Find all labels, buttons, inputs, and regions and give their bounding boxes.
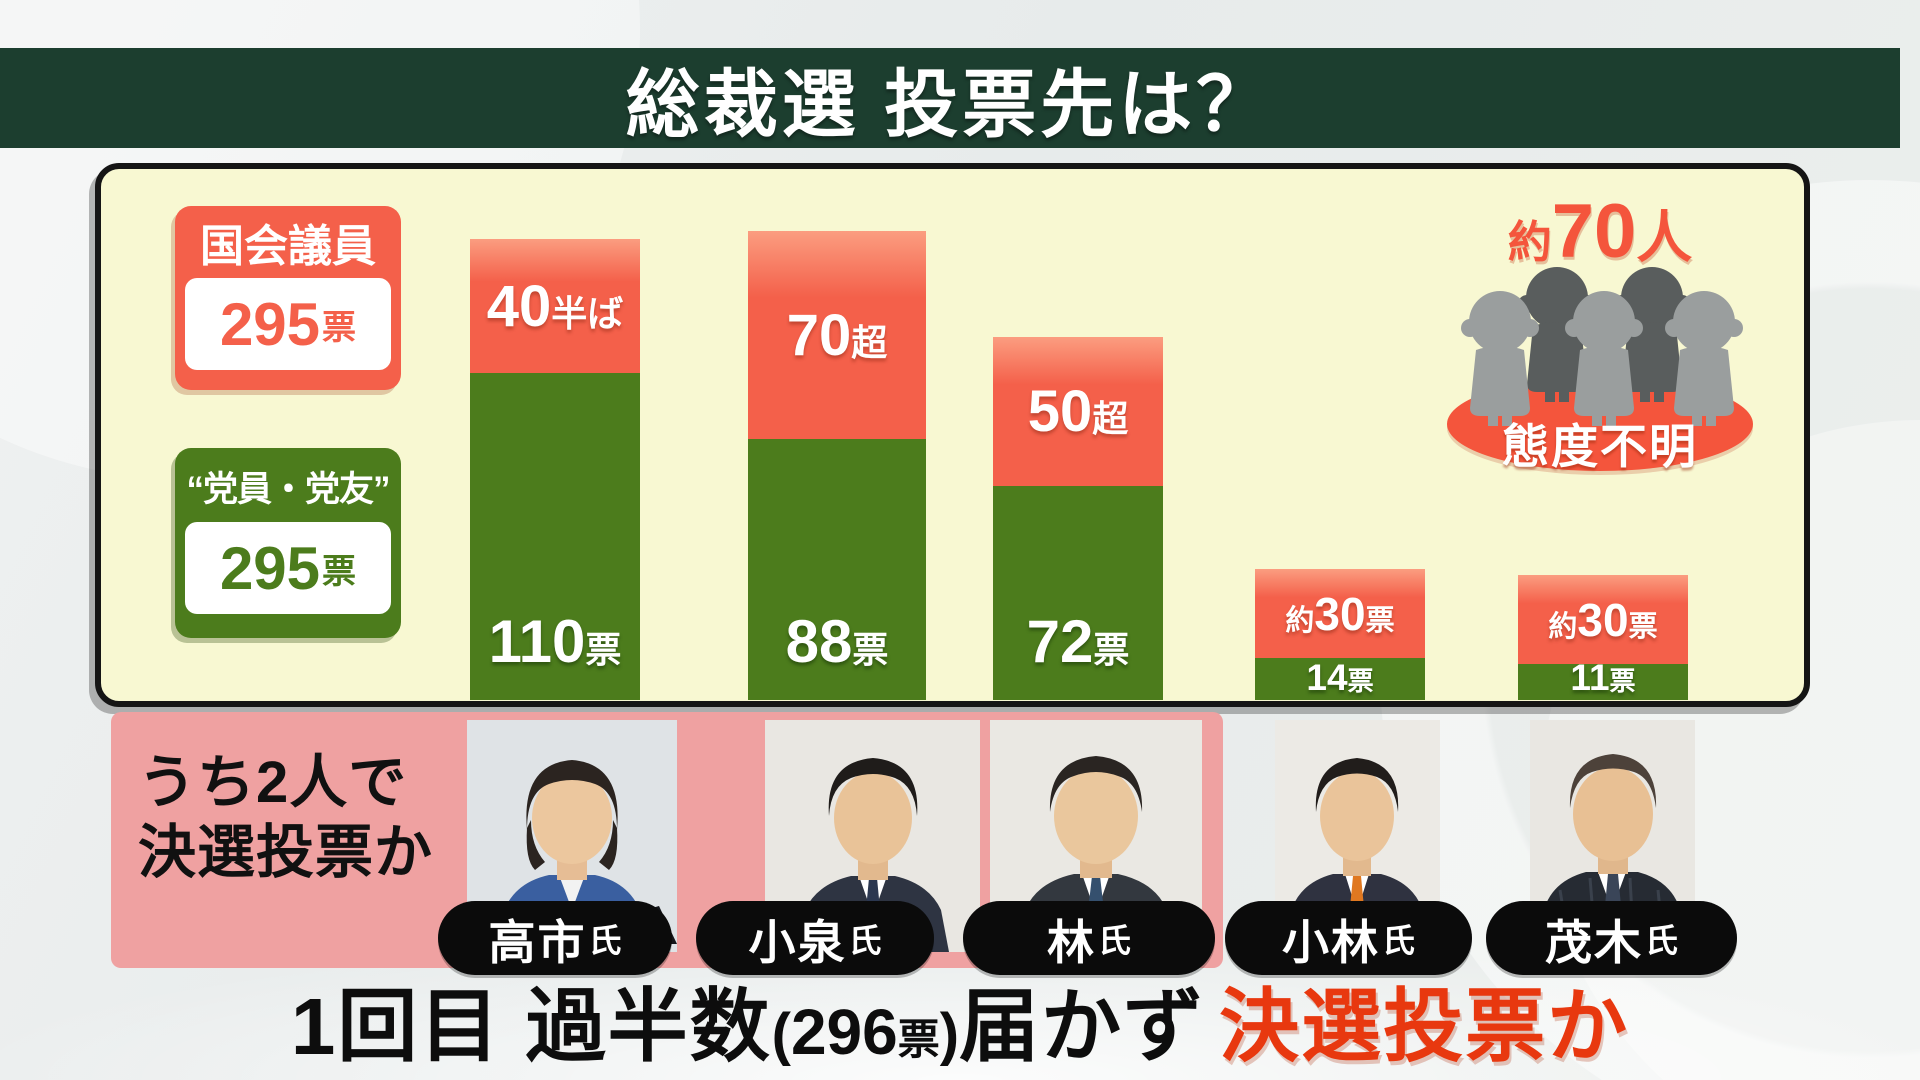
legend-party-votes-unit: 票 [322,552,357,591]
headline-lead: 1回目 過半数 [290,982,772,1071]
bar-party-label: 11票 [1570,657,1636,698]
name-tag-hayashi: 林氏 [963,901,1215,975]
headline-paren-close: ) [939,1002,960,1067]
bar-party-segment: 88票 [748,439,926,700]
headline-paren-open: ( [771,1002,791,1067]
page-title: 総裁選 投票先は？ [625,62,1275,146]
headline: 1回目 過半数(296票)届かず 決選投票か [0,962,1920,1078]
headline-accent: 決選投票か [1219,982,1630,1071]
bar-party-segment: 72票 [993,486,1163,700]
name-tag-motegi-honorific: 氏 [1645,922,1678,959]
name-tag-takaichi: 高市氏 [438,901,672,975]
undecided-count-number: 70 [1551,189,1637,274]
runoff-note-line2: 決選投票か [138,820,434,885]
bar-party-segment: 110票 [470,373,640,700]
undecided-count-suffix: 人 [1636,206,1693,269]
bar-diet-label: 70超 [786,302,888,368]
bar-candidate-3: 50超 72票 [993,337,1163,700]
legend-diet-votes-number: 295 [219,290,321,358]
bar-diet-segment: 40半ば [470,239,640,373]
bar-party-label: 14票 [1306,657,1374,698]
name-tag-takaichi-honorific: 氏 [588,922,622,959]
name-tag-motegi: 茂木氏 [1486,901,1737,975]
legend-party-members: “党員・党友” 295 票 [175,448,401,638]
runoff-note-line1: うち2人で [138,750,408,815]
bar-diet-segment: 70超 [748,231,926,439]
name-tag-koizumi: 小泉氏 [696,901,934,975]
bar-diet-label: 約30票 [1285,587,1395,640]
headline-threshold-number: 296 [790,996,898,1068]
bar-candidate-1: 40半ば 110票 [470,239,640,700]
runoff-note: うち2人で 決選投票か [138,748,433,888]
bar-party-label: 72票 [1026,608,1130,675]
legend-diet-members: 国会議員 295 票 [175,206,401,390]
legend-diet-votes-unit: 票 [322,308,357,347]
name-tag-kobayashi: 小林氏 [1225,901,1472,975]
undecided-count: 約70人 [1440,188,1760,275]
undecided-count-prefix: 約 [1507,218,1552,267]
headline-threshold-unit: 票 [897,1016,940,1063]
bar-diet-segment: 約30票 [1518,575,1688,664]
bar-candidate-5: 約30票 11票 [1518,575,1688,700]
bar-diet-label: 約30票 [1548,593,1658,646]
headline-tail: 届かず [959,982,1206,1071]
bar-party-label: 110票 [488,608,622,675]
name-tag-koizumi-text: 小泉 [748,915,847,969]
legend-party-votes-number: 295 [219,534,321,602]
header-bar: 総裁選 投票先は？ [0,48,1900,148]
bar-party-label: 88票 [785,608,889,675]
legend-party-votes: 295 票 [185,522,391,614]
bar-party-segment: 11票 [1518,657,1688,700]
name-tag-kobayashi-honorific: 氏 [1382,922,1415,959]
legend-party-label: “党員・党友” [186,470,390,509]
name-tag-koizumi-honorific: 氏 [848,922,882,959]
bar-diet-label: 50超 [1027,379,1129,444]
bar-diet-segment: 50超 [993,337,1163,486]
name-tag-motegi-text: 茂木 [1545,915,1643,969]
legend-diet-votes: 295 票 [185,278,391,370]
bar-party-segment: 14票 [1255,657,1425,700]
bar-diet-segment: 約30票 [1255,569,1425,658]
name-tag-hayashi-text: 林 [1047,915,1096,969]
name-tag-kobayashi-text: 小林 [1282,915,1380,969]
legend-diet-label: 国会議員 [200,222,376,271]
name-tag-takaichi-text: 高市 [488,915,587,969]
name-tag-hayashi-honorific: 氏 [1098,922,1131,959]
bar-diet-label: 40半ば [486,273,624,339]
bar-candidate-4: 約30票 14票 [1255,569,1425,700]
bar-candidate-2: 70超 88票 [748,231,926,700]
undecided-label: 態度不明 [1502,420,1698,473]
